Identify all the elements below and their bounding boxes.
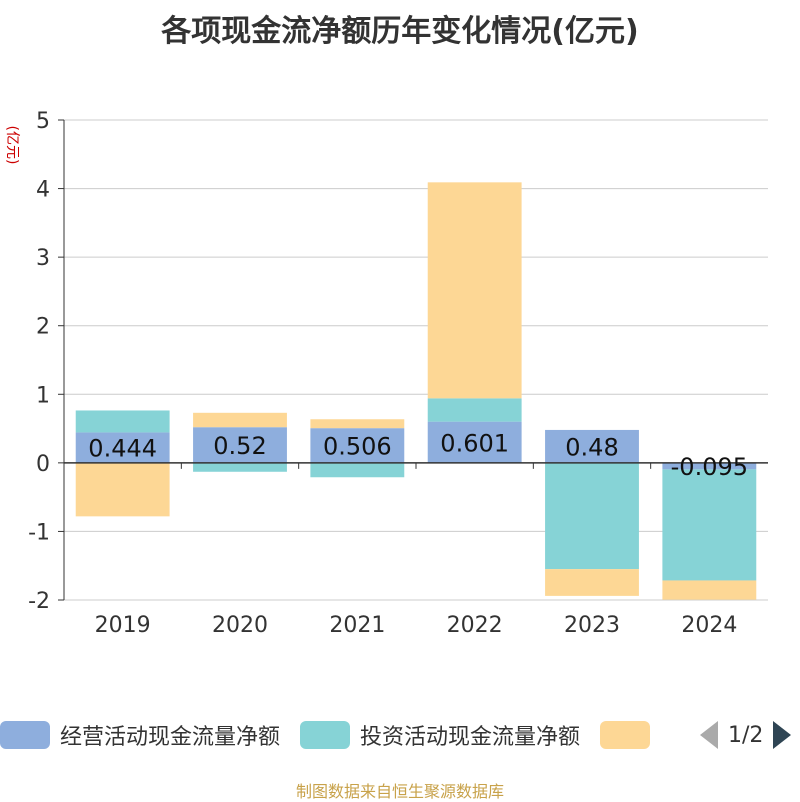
bar-financing-2019[interactable] — [75, 462, 170, 517]
chart-title: 各项现金流净额历年变化情况(亿元) — [161, 14, 639, 49]
legend-pager: 1/2 — [700, 718, 792, 752]
prev-page-icon[interactable] — [700, 721, 718, 749]
y-tick-label: 2 — [36, 315, 50, 340]
next-page-icon[interactable] — [773, 721, 792, 749]
legend-swatch-operating — [0, 721, 50, 749]
data-label-2021: 0.506 — [323, 433, 392, 461]
bar-financing-2020[interactable] — [193, 412, 287, 428]
bar-operating-2019[interactable] — [75, 432, 170, 463]
y-tick-label: 4 — [36, 178, 50, 203]
data-label-2022: 0.601 — [440, 429, 509, 457]
x-tick-label-2024: 2024 — [681, 613, 737, 638]
data-label-2019: 0.444 — [88, 435, 157, 463]
data-label-2020: 0.52 — [213, 432, 266, 460]
x-tick-label-2023: 2023 — [564, 613, 620, 638]
legend-swatch-investing — [300, 721, 351, 749]
x-tick-label-2021: 2021 — [329, 613, 385, 638]
legend-item-operating[interactable]: 经营活动现金流量净额 — [0, 719, 280, 751]
legend-label-investing: 投资活动现金流量净额 — [360, 725, 581, 750]
y-tick-label: 3 — [36, 246, 50, 271]
legend-item-investing[interactable]: 投资活动现金流量净额 — [300, 719, 580, 751]
bar-operating-2021[interactable] — [310, 428, 405, 463]
source-note: 制图数据来自恒生聚源数据库 — [295, 782, 504, 801]
bar-financing-2024[interactable] — [662, 580, 757, 600]
legend-swatch-financing — [600, 721, 651, 749]
bar-financing-2022[interactable] — [427, 182, 522, 399]
bar-operating-2022[interactable] — [427, 421, 522, 463]
bar-investing-2020[interactable] — [193, 462, 287, 472]
legend-label-operating: 经营活动现金流量净额 — [60, 725, 281, 750]
legend: 经营活动现金流量净额 投资活动现金流量净额 — [0, 718, 680, 752]
y-tick-label: 0 — [36, 452, 50, 477]
bar-investing-2019[interactable] — [75, 410, 170, 433]
bar-operating-2024[interactable] — [662, 462, 757, 470]
x-tick-label-2019: 2019 — [95, 613, 151, 638]
x-tick-label-2022: 2022 — [447, 613, 503, 638]
y-tick-label: 5 — [36, 109, 50, 134]
y-tick-label: -2 — [28, 589, 50, 614]
page-indicator: 1/2 — [728, 722, 764, 748]
y-axis-unit: (亿元) — [4, 126, 20, 165]
bar-financing-2023[interactable] — [545, 569, 639, 596]
bar-investing-2021[interactable] — [310, 462, 405, 478]
bar-operating-2023[interactable] — [545, 429, 639, 463]
bar-financing-2021[interactable] — [310, 419, 405, 429]
y-tick-label: -1 — [28, 520, 50, 545]
data-label-2024: -0.095 — [671, 453, 748, 481]
legend-item-financing[interactable] — [600, 721, 660, 749]
bar-investing-2023[interactable] — [545, 462, 639, 570]
x-tick-label-2020: 2020 — [212, 613, 268, 638]
bar-operating-2020[interactable] — [193, 427, 287, 463]
data-label-2023: 0.48 — [565, 433, 618, 461]
bar-investing-2024[interactable] — [662, 469, 757, 581]
bar-investing-2022[interactable] — [427, 398, 522, 422]
y-tick-label: 1 — [36, 383, 50, 408]
